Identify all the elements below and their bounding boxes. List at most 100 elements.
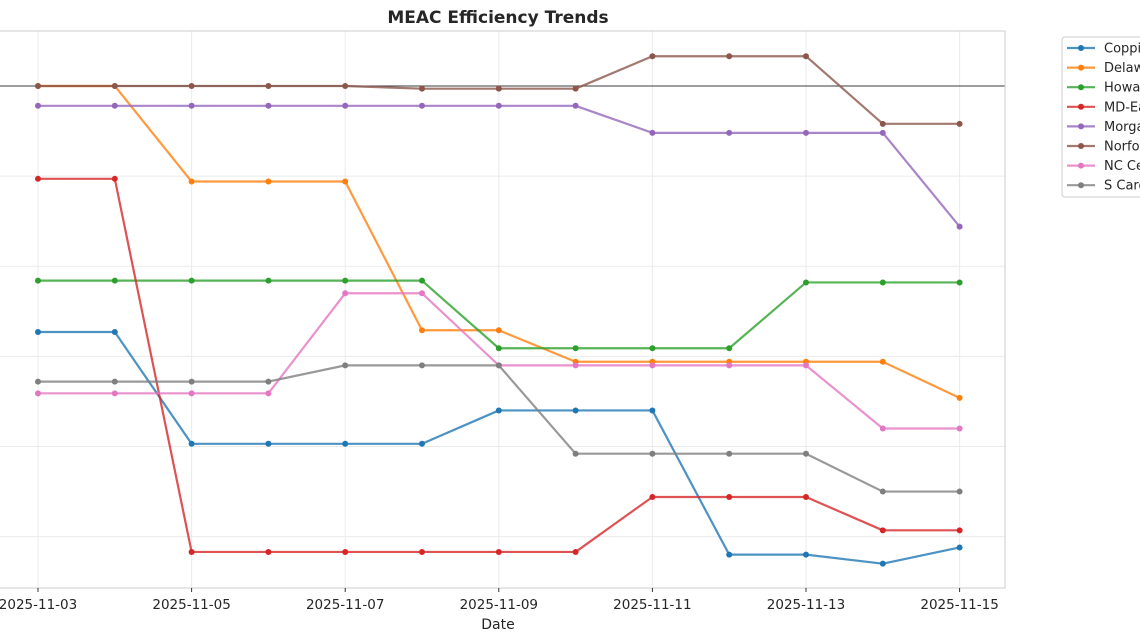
data-point xyxy=(188,548,195,555)
legend-marker xyxy=(1078,64,1084,71)
legend-marker xyxy=(1078,103,1084,110)
chart-title: MEAC Efficiency Trends xyxy=(387,8,608,28)
data-point xyxy=(572,450,579,457)
data-point xyxy=(879,120,886,127)
legend-marker xyxy=(1078,162,1084,169)
data-point xyxy=(265,378,272,385)
series-howard xyxy=(35,277,963,352)
data-point xyxy=(956,120,963,127)
data-point xyxy=(419,85,425,92)
data-point xyxy=(495,85,502,92)
series-group xyxy=(35,53,963,567)
data-point xyxy=(956,279,963,286)
data-point xyxy=(35,378,41,385)
legend-marker xyxy=(1078,123,1084,130)
legend-item: Morgan State xyxy=(1067,120,1140,135)
data-point xyxy=(35,102,41,109)
data-point xyxy=(649,493,656,500)
grid xyxy=(0,31,1005,588)
series-s-carolina-state xyxy=(35,362,963,495)
data-point xyxy=(572,407,579,414)
data-point xyxy=(419,327,425,334)
data-point xyxy=(572,102,579,109)
x-tick-label: 2025-11-15 xyxy=(920,597,998,613)
data-point xyxy=(419,440,425,447)
series-morgan-state xyxy=(35,102,963,230)
data-point xyxy=(342,362,349,369)
data-point xyxy=(726,53,733,60)
series-coppin-state xyxy=(35,329,963,567)
x-tick-label: 2025-11-09 xyxy=(460,597,538,613)
data-point xyxy=(265,82,272,89)
legend-marker xyxy=(1078,182,1084,189)
data-point xyxy=(495,362,502,369)
data-point xyxy=(419,290,425,297)
data-point xyxy=(879,358,886,365)
data-point xyxy=(803,493,809,500)
data-point xyxy=(572,85,579,92)
data-point xyxy=(265,102,272,109)
data-point xyxy=(188,390,195,397)
data-point xyxy=(956,425,963,432)
data-point xyxy=(803,551,809,558)
data-point xyxy=(495,407,502,414)
data-point xyxy=(419,548,425,555)
data-point xyxy=(419,362,425,369)
data-point xyxy=(726,362,733,369)
data-point xyxy=(956,544,963,551)
x-axis: 2025-11-03 2025-11-05 2025-11-07 2025-11-09… xyxy=(0,588,999,613)
legend: Coppin State Delaware State Howard MD-Easte… xyxy=(1061,36,1140,198)
legend-item: Delaware State xyxy=(1067,61,1140,76)
data-point xyxy=(188,440,195,447)
data-point xyxy=(265,178,272,185)
legend-item: Coppin State xyxy=(1067,42,1140,57)
data-point xyxy=(879,129,886,136)
data-point xyxy=(265,440,272,447)
data-point xyxy=(956,488,963,495)
data-point xyxy=(726,129,733,136)
data-point xyxy=(265,277,272,284)
data-point xyxy=(803,362,809,369)
series-norfolk-state xyxy=(35,53,963,127)
data-point xyxy=(111,82,118,89)
data-point xyxy=(572,345,579,352)
data-point xyxy=(879,527,886,534)
data-point xyxy=(572,362,579,369)
data-point xyxy=(342,440,349,447)
data-point xyxy=(111,378,118,385)
data-point xyxy=(956,394,963,401)
data-point xyxy=(342,102,349,109)
data-point xyxy=(35,277,41,284)
legend-item: MD-Eastern Shore xyxy=(1067,100,1140,115)
data-point xyxy=(495,102,502,109)
data-point xyxy=(803,129,809,136)
data-point xyxy=(879,425,886,432)
data-point xyxy=(879,279,886,286)
series-md-eastern-shore xyxy=(35,175,963,555)
data-point xyxy=(342,277,349,284)
data-point xyxy=(572,548,579,555)
x-tick-label: 2025-11-03 xyxy=(0,597,77,613)
legend-label: Delaware State xyxy=(1104,61,1140,76)
x-tick-label: 2025-11-07 xyxy=(306,597,384,613)
legend-item: Howard xyxy=(1067,81,1140,96)
data-point xyxy=(726,450,733,457)
x-tick-label: 2025-11-11 xyxy=(613,597,691,613)
data-point xyxy=(35,82,41,89)
data-point xyxy=(649,450,656,457)
legend-item: NC Central xyxy=(1067,159,1140,174)
data-point xyxy=(803,450,809,457)
data-point xyxy=(342,548,349,555)
data-point xyxy=(495,548,502,555)
data-point xyxy=(649,53,656,60)
legend-item: S Carolina State xyxy=(1067,179,1140,194)
legend-label: Coppin State xyxy=(1104,42,1140,57)
data-point xyxy=(111,390,118,397)
data-point xyxy=(495,327,502,334)
data-point xyxy=(265,390,272,397)
data-point xyxy=(495,345,502,352)
data-point xyxy=(649,407,656,414)
data-point xyxy=(188,378,195,385)
x-tick-label: 2025-11-13 xyxy=(767,597,845,613)
